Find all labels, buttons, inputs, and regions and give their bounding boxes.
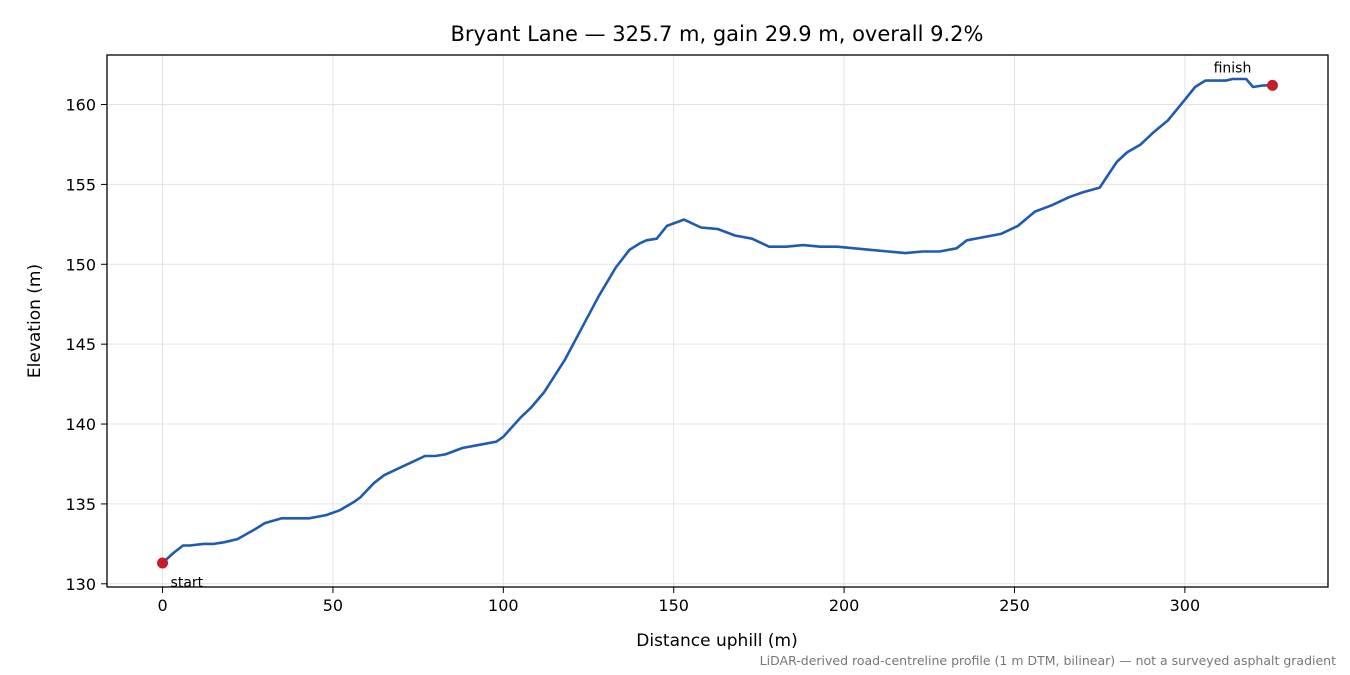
y-tick-label: 130 [65, 575, 96, 594]
x-tick-label: 250 [999, 596, 1030, 615]
start-marker [157, 557, 169, 569]
y-tick-label: 160 [65, 96, 96, 115]
finish-label: finish [1214, 60, 1252, 76]
grid [107, 55, 1328, 587]
x-tick-label: 50 [323, 596, 343, 615]
x-tick-label: 150 [658, 596, 689, 615]
start-label: start [171, 575, 204, 591]
finish-marker [1266, 79, 1278, 91]
x-axis: 0 50 100 150 200 250 300 [157, 587, 1200, 615]
y-tick-label: 145 [65, 335, 96, 354]
x-tick-label: 200 [829, 596, 860, 615]
footnote: LiDAR-derived road-centreline profile (1… [760, 653, 1336, 668]
x-tick-label: 0 [157, 596, 167, 615]
y-tick-label: 155 [65, 175, 96, 194]
marker-layer: start finish [157, 60, 1278, 591]
elevation-line [161, 77, 1274, 565]
series-layer [161, 77, 1274, 565]
y-axis-title: Elevation (m) [25, 264, 45, 378]
x-tick-label: 100 [488, 596, 519, 615]
chart-title: Bryant Lane — 325.7 m, gain 29.9 m, over… [451, 22, 984, 46]
plot-frame [106, 54, 1329, 588]
x-tick-label: 300 [1170, 596, 1201, 615]
y-tick-label: 140 [65, 415, 96, 434]
y-axis: 130 135 140 145 150 155 160 [65, 96, 107, 594]
x-axis-title: Distance uphill (m) [636, 631, 797, 651]
y-tick-label: 135 [65, 495, 96, 514]
y-tick-label: 150 [65, 255, 96, 274]
